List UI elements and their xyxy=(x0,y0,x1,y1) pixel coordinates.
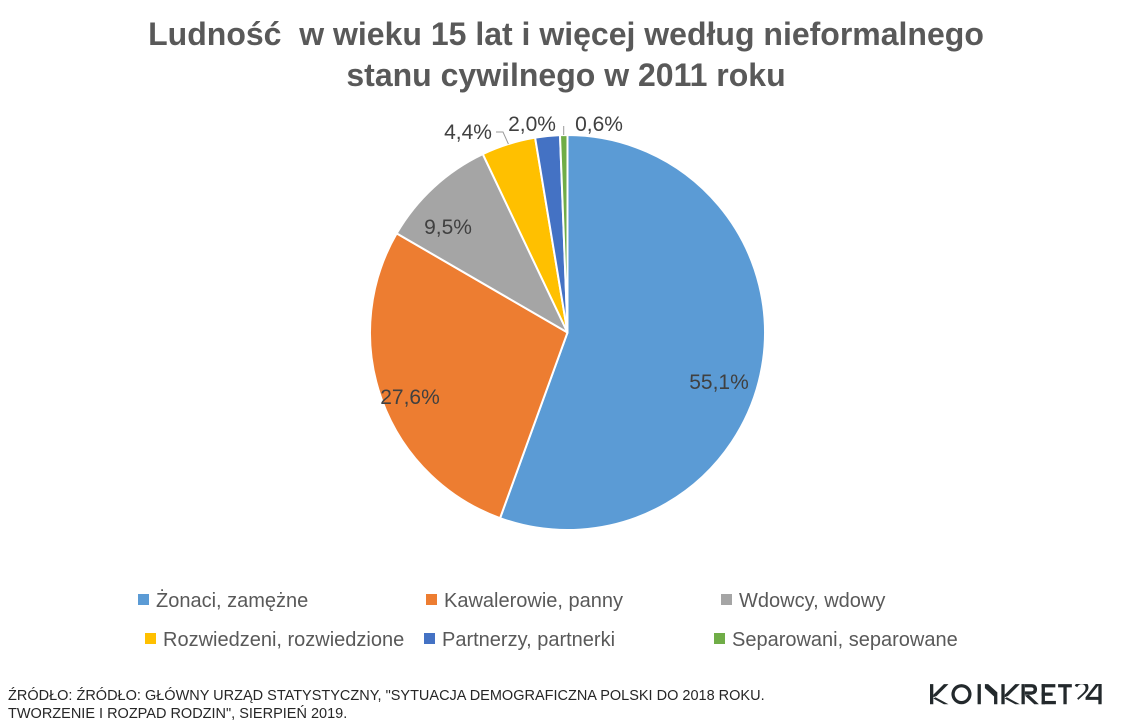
svg-text:2,0%: 2,0% xyxy=(508,113,556,136)
svg-text:0,6%: 0,6% xyxy=(575,113,623,136)
svg-text:27,6%: 27,6% xyxy=(380,386,440,409)
svg-text:4,4%: 4,4% xyxy=(444,121,492,144)
svg-text:9,5%: 9,5% xyxy=(424,216,472,239)
svg-text:55,1%: 55,1% xyxy=(689,371,749,394)
